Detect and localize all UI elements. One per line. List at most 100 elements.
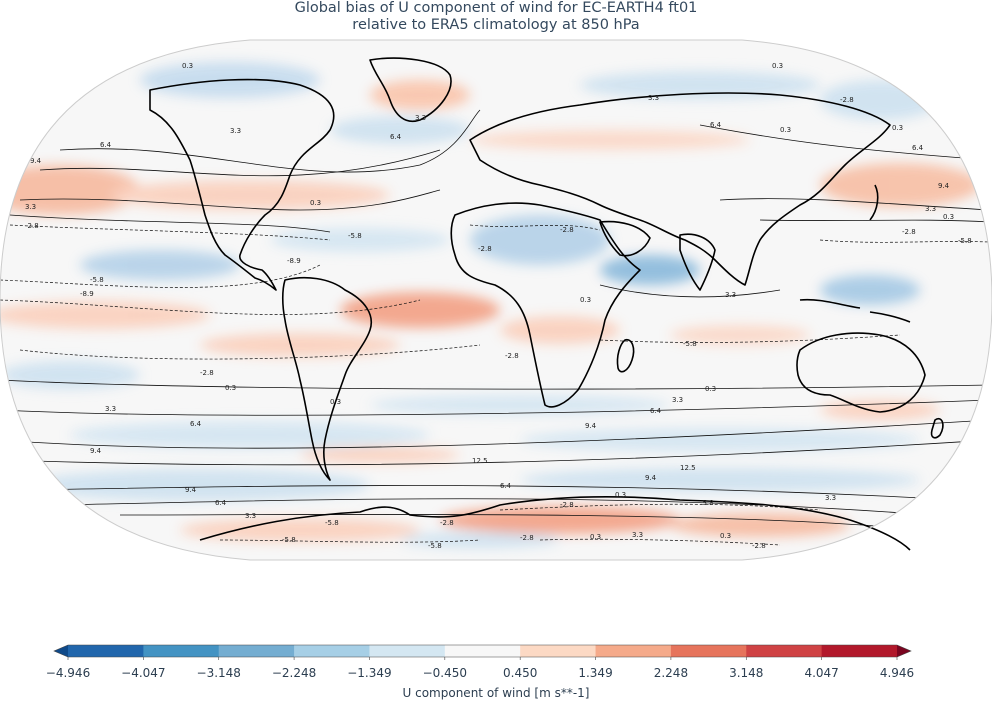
title-line-1: Global bias of U component of wind for E… (294, 0, 698, 16)
south-america-outline (281, 276, 372, 481)
contour-label: 6.4 (710, 121, 722, 129)
contour-label: -2.8 (840, 96, 854, 104)
contour-label: 6.4 (100, 141, 112, 149)
greenland-outline (369, 57, 452, 122)
contour-label: 12.5 (680, 464, 696, 472)
colorbar-segment (746, 645, 823, 657)
colorbar-tick-label: −3.148 (196, 666, 241, 680)
contour-label: 6.4 (650, 407, 662, 415)
contour-label: -2.8 (902, 228, 916, 236)
colorbar-label: U component of wind [m s**-1] (402, 686, 590, 700)
contour-label: -2.8 (505, 352, 519, 360)
contour-label: 9.4 (30, 157, 42, 165)
globe-border (0, 39, 992, 561)
negative-contour-lines (0, 224, 991, 546)
new-zealand-outline (930, 417, 944, 439)
colorbar-tick-label: 1.349 (578, 666, 613, 680)
contour-label: 3.3 (25, 203, 36, 211)
colorbar-tick-label: 2.248 (653, 666, 689, 680)
japan-outline (869, 184, 879, 221)
contour-label: 0.3 (720, 532, 731, 540)
contour-label: 0.3 (580, 296, 591, 304)
map-title: Global bias of U component of wind for E… (0, 0, 992, 34)
colorbar-tick-label: −4.047 (121, 666, 166, 680)
contour-label: 9.4 (90, 447, 102, 455)
contour-label: -5.8 (700, 499, 714, 507)
colorbar-tick-label: 4.047 (804, 666, 839, 680)
contour-label: -5.8 (325, 519, 339, 527)
madagascar-outline (616, 338, 635, 373)
eurasia-outline (469, 92, 891, 286)
contour-label-group: 0.3 3.3 6.4 9.4 3.3 -2.8 3.3 6.4 0.3 -5.… (25, 62, 972, 550)
contour-label: 6.4 (190, 420, 202, 428)
colorbar-segment (670, 645, 747, 657)
contour-label: 3.3 (925, 205, 936, 213)
colorbar-segment (369, 645, 446, 657)
contour-label: 0.3 (590, 533, 601, 541)
contour-label: 3.3 (105, 405, 116, 413)
north-america-outline (149, 78, 335, 291)
contour-label: 6.4 (390, 133, 402, 141)
colorbar-tick-label: −0.450 (422, 666, 468, 680)
contour-label: -5.8 (428, 542, 442, 550)
contour-label: 3.3 (245, 512, 256, 520)
contour-label: 9.4 (645, 474, 657, 482)
contour-label: 3.3 (230, 127, 241, 135)
colorbar-segment (821, 645, 898, 657)
contour-label: -2.8 (520, 534, 534, 542)
contour-label: 9.4 (585, 422, 597, 430)
contour-label: 3.3 (648, 94, 659, 102)
contour-label: 6.4 (215, 499, 227, 507)
contour-label: 0.3 (705, 385, 716, 393)
india-outline (679, 233, 716, 291)
colorbar-segment (595, 645, 672, 657)
colorbar-segment (294, 645, 370, 657)
contour-label: 0.3 (310, 199, 321, 207)
contour-label: 12.5 (472, 457, 488, 465)
contour-label: -5.8 (348, 232, 362, 240)
coastlines (149, 57, 944, 551)
antarctica-outline (199, 495, 911, 551)
contour-label: -5.8 (958, 237, 972, 245)
contour-label: 0.3 (892, 124, 903, 132)
contour-label: 0.3 (943, 213, 954, 221)
contour-label: -5.8 (282, 536, 296, 544)
contour-label: 6.4 (912, 144, 924, 152)
colorbar-segment (444, 645, 521, 657)
colorbar-tick-label: −2.248 (271, 666, 317, 680)
contour-label: 9.4 (938, 182, 950, 190)
globe: 0.3 3.3 6.4 9.4 3.3 -2.8 3.3 6.4 0.3 -5.… (0, 39, 992, 561)
colorbar-tick-label: −1.349 (347, 666, 392, 680)
colorbar-extend-over (897, 645, 911, 657)
indonesia-outline (799, 298, 911, 323)
colorbar-segment (520, 645, 597, 657)
australia-outline (796, 332, 926, 413)
colorbar-extend-under (54, 645, 68, 657)
contour-label: 3.3 (825, 494, 836, 502)
contour-label: 3.3 (632, 531, 643, 539)
contour-label: 3.3 (672, 396, 683, 404)
contour-lines (0, 109, 991, 529)
contour-label: 0.3 (330, 398, 341, 406)
colorbar-tick-label: −4.946 (45, 666, 91, 680)
colorbar-segment (68, 645, 144, 657)
contour-label: -8.9 (80, 290, 94, 298)
title-line-2: relative to ERA5 climatology at 850 hPa (352, 17, 640, 33)
contour-label: 6.4 (500, 482, 512, 490)
contour-label: -2.8 (478, 245, 492, 253)
contour-label: 9.4 (185, 486, 197, 494)
colorbar-tick-label: 0.450 (502, 666, 538, 680)
contour-label: 0.3 (615, 491, 626, 499)
colorbar-segment (218, 645, 295, 657)
colorbar-tick-label: 3.148 (729, 666, 764, 680)
contour-label: -2.8 (200, 369, 214, 377)
contour-label: -2.8 (752, 542, 766, 550)
colorbar-segment (143, 645, 220, 657)
contour-label: 3.3 (415, 114, 426, 122)
contour-label: -2.8 (440, 519, 454, 527)
contour-label: -2.8 (560, 501, 574, 509)
contour-label: 0.3 (182, 62, 193, 70)
arabia-outline (599, 220, 651, 257)
colorbar (53, 644, 912, 660)
